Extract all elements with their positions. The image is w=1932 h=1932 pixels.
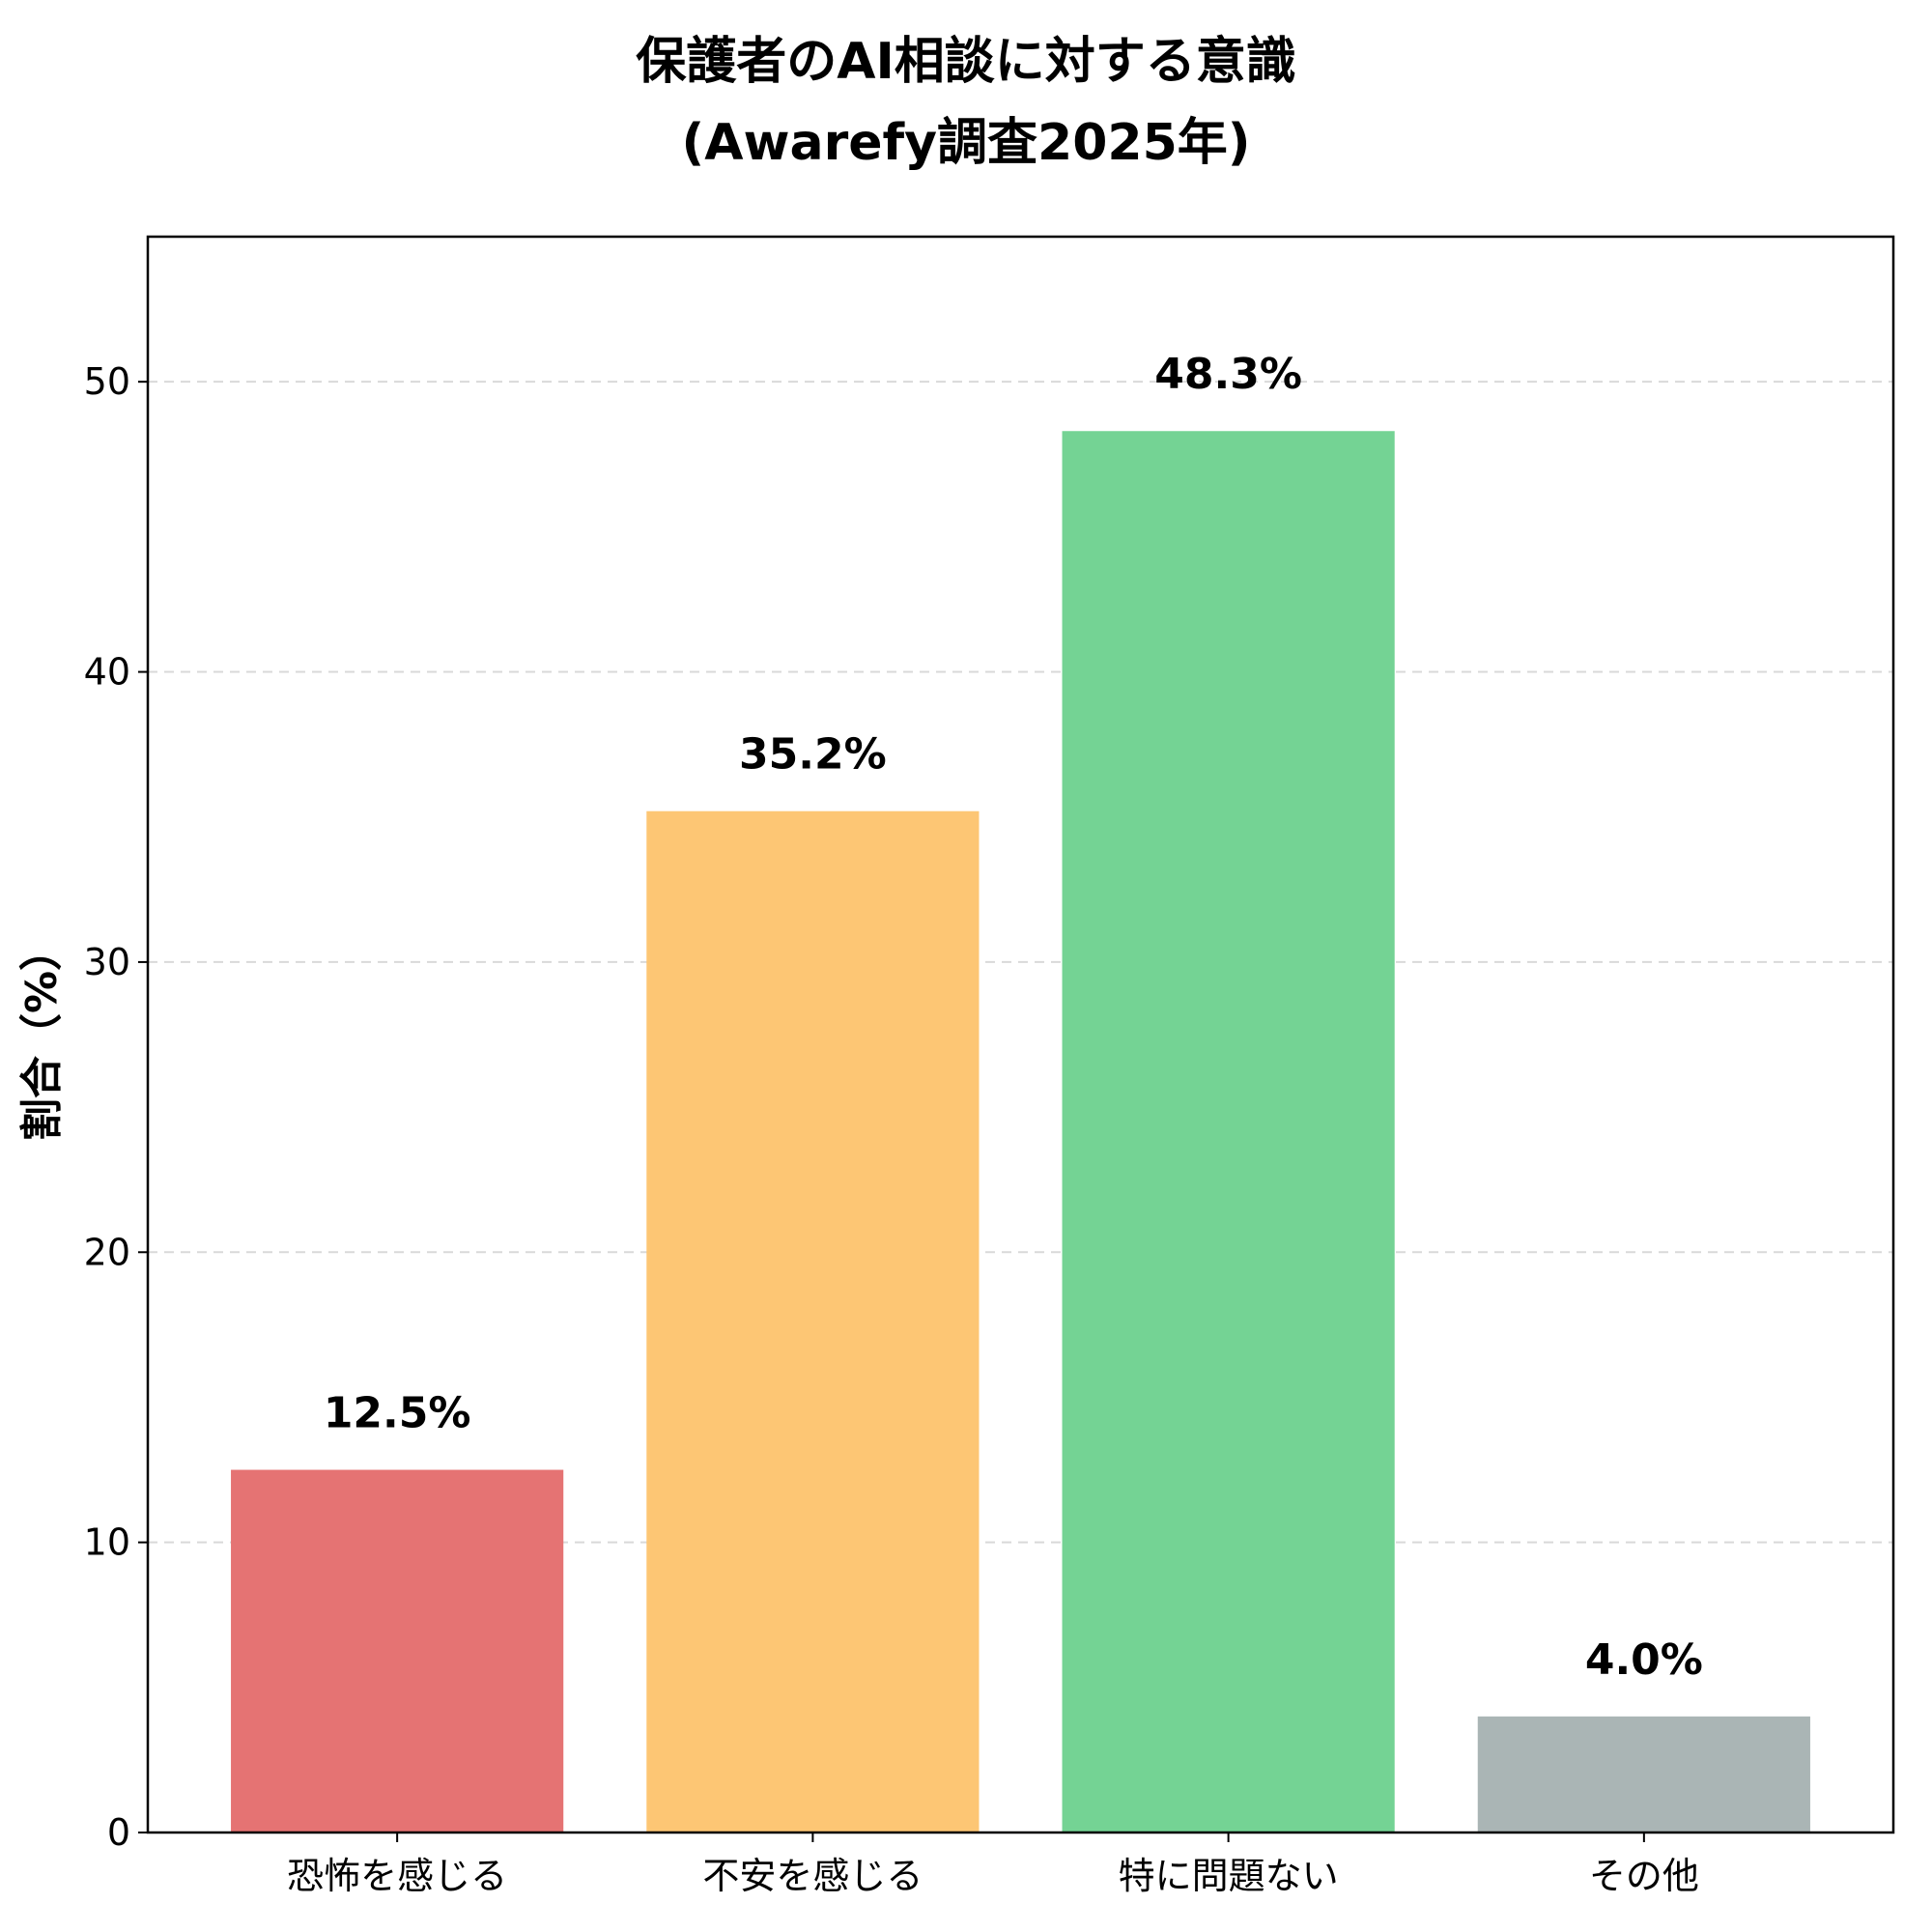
value-labels: 12.5% 35.2% 48.3% 4.0% — [324, 350, 1703, 1685]
chart-title-line-1: 保護者のAI相談に対する意識 — [636, 33, 1296, 91]
grid-lines — [148, 381, 1893, 1544]
value-label-2: 35.2% — [739, 730, 887, 780]
value-label-3: 48.3% — [1154, 350, 1302, 399]
y-tick-label: 20 — [84, 1231, 130, 1273]
y-tick-label: 0 — [107, 1811, 130, 1854]
bar-4 — [1477, 1716, 1810, 1833]
value-label-1: 12.5% — [324, 1389, 471, 1438]
y-tick-label: 30 — [84, 941, 130, 983]
y-tick-label: 40 — [84, 651, 130, 694]
chart-title-line-2: (Awarefy調査2025年) — [681, 114, 1251, 172]
chart-title: 保護者のAI相談に対する意識 (Awarefy調査2025年) — [0, 21, 1932, 184]
x-category-label-4: その他 — [1589, 1855, 1699, 1897]
y-axis-label: 割合（%） — [17, 928, 67, 1141]
y-axis-ticks: 0 10 20 30 40 50 — [84, 360, 148, 1854]
bars — [231, 431, 1810, 1833]
x-category-label-1: 恐怖を感じる — [287, 1855, 507, 1897]
plot-area-frame — [146, 235, 1895, 1834]
x-category-label-3: 特に問題ない — [1119, 1855, 1339, 1897]
y-tick-label: 10 — [84, 1521, 130, 1564]
bar-2 — [646, 810, 980, 1833]
bar-3 — [1062, 431, 1395, 1833]
x-category-label-2: 不安を感じる — [702, 1855, 923, 1897]
value-label-4: 4.0% — [1585, 1635, 1703, 1685]
x-axis-ticks: 恐怖を感じる 不安を感じる 特に問題ない その他 — [287, 1833, 1699, 1897]
y-tick-label: 50 — [84, 360, 130, 403]
bar-1 — [231, 1469, 564, 1833]
